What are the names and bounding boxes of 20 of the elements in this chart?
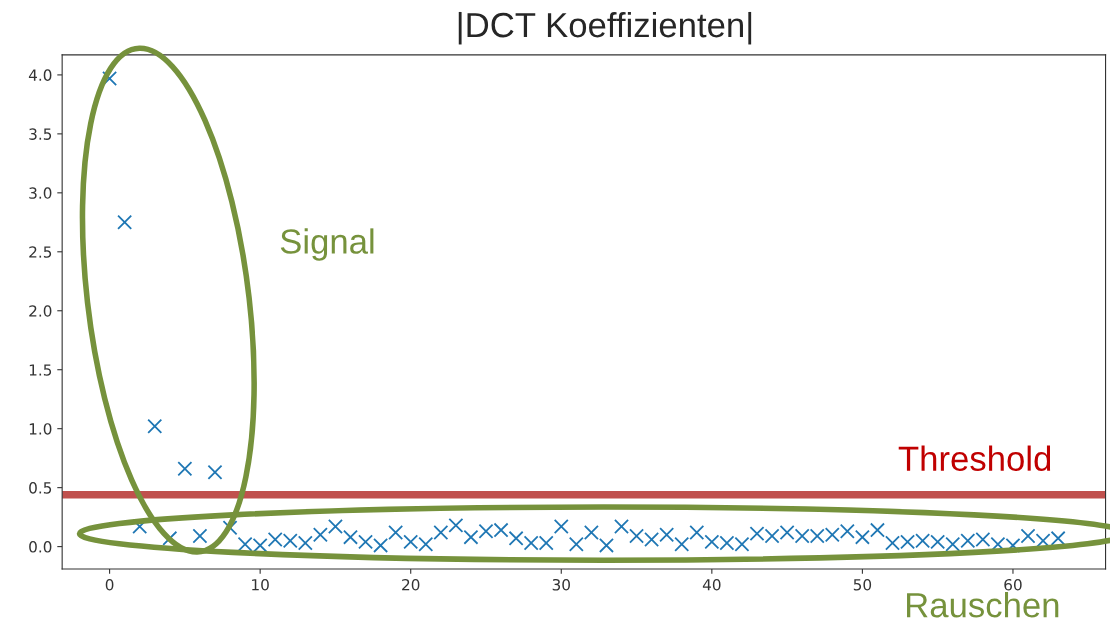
y-tick-label: 0.0: [29, 541, 52, 553]
y-tick-label: 1.5: [29, 364, 52, 376]
x-tick-label: 10: [252, 578, 269, 591]
x-tick-label: 50: [853, 578, 872, 591]
x-tick-label: 60: [1004, 578, 1022, 591]
y-tick-label: 4.0: [28, 69, 52, 81]
y-tick-label: 3.5: [29, 128, 52, 140]
ref-line-label: Threshold: [898, 445, 1051, 472]
y-tick-label: 2.0: [29, 305, 52, 317]
x-tick-label: 0: [105, 578, 114, 591]
x-tick-label: 40: [702, 578, 721, 591]
x-tick-label: 30: [552, 578, 570, 591]
x-tick-label: 20: [402, 578, 420, 591]
y-tick-label: 3.0: [29, 187, 52, 199]
chart-title: |DCT Koeffizienten|: [458, 11, 752, 45]
annotation: Signal: [280, 228, 374, 261]
text: Rauschen: [907, 592, 1059, 618]
y-tick-label: 1.0: [29, 423, 52, 435]
y-tick-label: 0.5: [29, 482, 52, 494]
y-tick-label: 2.5: [29, 246, 52, 258]
